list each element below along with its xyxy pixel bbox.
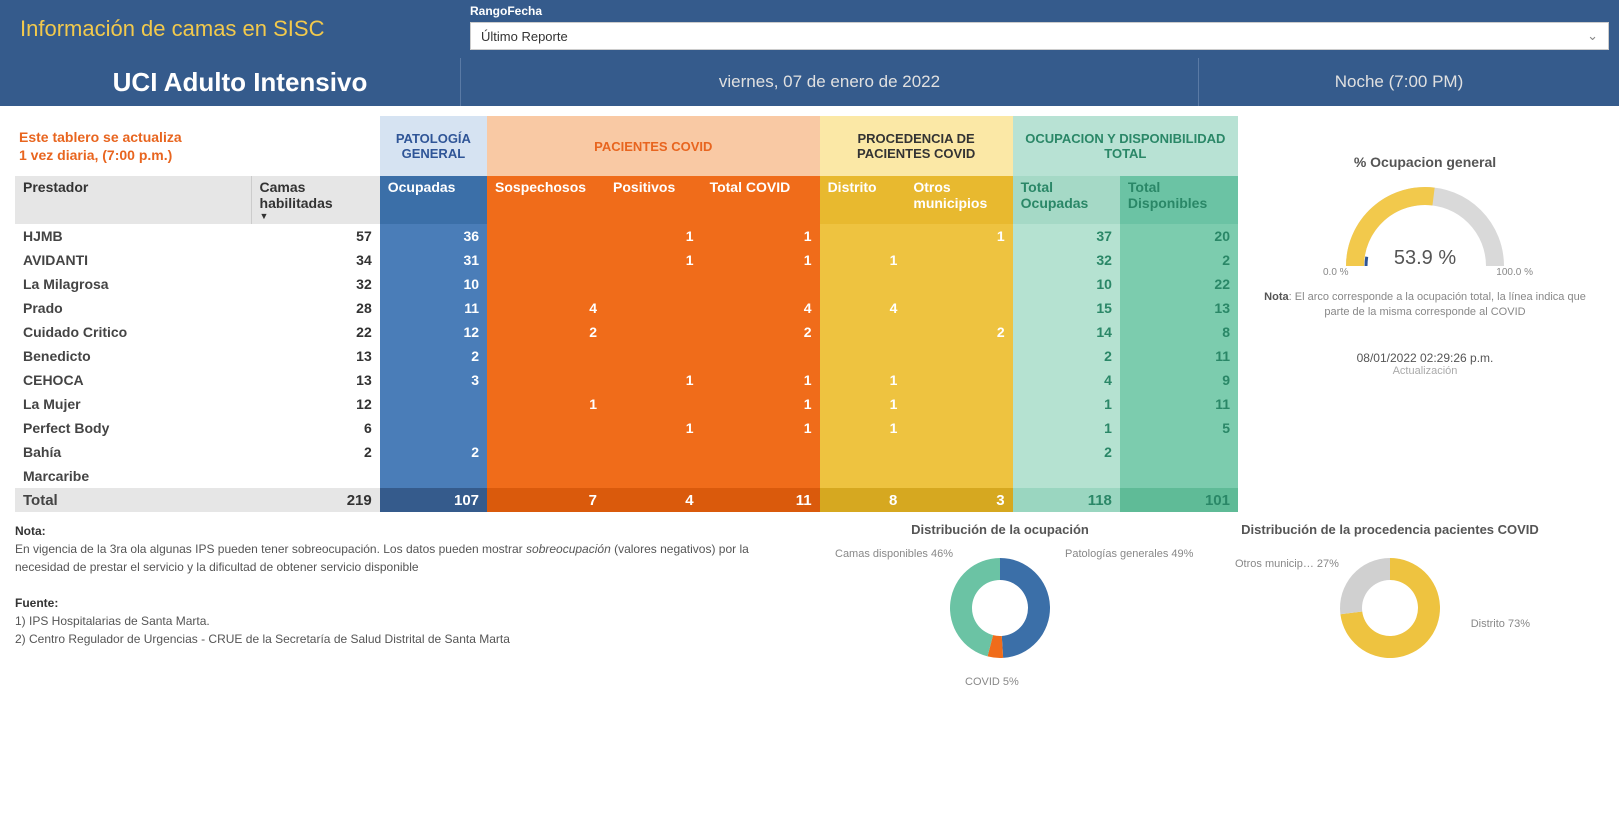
rango-label: RangoFecha xyxy=(470,4,1609,18)
col-otros[interactable]: Otros municipios xyxy=(905,176,1012,224)
total-row: Total 219 107 7 4 11 8 3 118 101 xyxy=(15,488,1238,512)
beds-table: Este tablero se actualiza1 vez diaria, (… xyxy=(15,116,1238,512)
table-row: Prado28114441513 xyxy=(15,296,1238,320)
col-total-ocupadas[interactable]: Total Ocupadas xyxy=(1013,176,1120,224)
table-row: La Mujer12111111 xyxy=(15,392,1238,416)
table-row: Bahía222 xyxy=(15,440,1238,464)
dropdown-value: Último Reporte xyxy=(481,29,568,44)
col-distrito[interactable]: Distrito xyxy=(820,176,906,224)
occupancy-gauge: 53.9 % 0.0 % 100.0 % xyxy=(1335,176,1515,276)
chevron-down-icon: ⌄ xyxy=(1587,28,1598,44)
table-row: CEHOCA13311149 xyxy=(15,368,1238,392)
report-time: Noche (7:00 PM) xyxy=(1199,72,1599,92)
donut-ocupacion: Distribución de la ocupación Camas dispo… xyxy=(815,522,1185,676)
table-row: Perfect Body611115 xyxy=(15,416,1238,440)
donut-procedencia: Distribución de la procedencia pacientes… xyxy=(1205,522,1575,676)
date-range-dropdown[interactable]: Último Reporte ⌄ xyxy=(470,22,1609,50)
report-date: viernes, 07 de enero de 2022 xyxy=(460,58,1199,106)
group-ocupacion: OCUPACION Y DISPONIBILIDAD TOTAL xyxy=(1013,116,1238,176)
col-total-covid[interactable]: Total COVID xyxy=(702,176,820,224)
top-right: RangoFecha Último Reporte ⌄ xyxy=(460,0,1619,58)
footnotes: Nota: En vigencia de la 3ra ola algunas … xyxy=(15,522,795,676)
update-note: Este tablero se actualiza1 vez diaria, (… xyxy=(17,122,249,170)
group-patologia: PATOLOGÍA GENERAL xyxy=(380,116,487,176)
col-prestador[interactable]: Prestador xyxy=(15,176,251,224)
table-row: Cuidado Critico2212222148 xyxy=(15,320,1238,344)
sub-bar: UCI Adulto Intensivo viernes, 07 de ener… xyxy=(0,58,1619,106)
col-sospechosos[interactable]: Sospechosos xyxy=(487,176,605,224)
table-row: La Milagrosa32101022 xyxy=(15,272,1238,296)
gauge-value: 53.9 % xyxy=(1335,247,1515,270)
info-title: Información de camas en SISC xyxy=(20,16,324,42)
table-row: Marcaribe xyxy=(15,464,1238,488)
gauge-min: 0.0 % xyxy=(1323,267,1349,278)
sort-desc-icon: ▼ xyxy=(260,211,372,221)
table-row: AVIDANTI3431111322 xyxy=(15,248,1238,272)
group-covid: PACIENTES COVID xyxy=(487,116,820,176)
col-total-disponibles[interactable]: Total Disponibles xyxy=(1120,176,1238,224)
page-title: UCI Adulto Intensivo xyxy=(20,67,460,98)
top-left: Información de camas en SISC xyxy=(0,0,460,58)
top-bar: Información de camas en SISC RangoFecha … xyxy=(0,0,1619,58)
last-update-label: Actualización xyxy=(1251,365,1599,377)
col-positivos[interactable]: Positivos xyxy=(605,176,702,224)
gauge-note: Nota: El arco corresponde a la ocupación… xyxy=(1261,290,1589,321)
gauge-max: 100.0 % xyxy=(1496,267,1533,278)
gauge-panel: % Ocupacion general 53.9 % 0.0 % 100.0 %… xyxy=(1246,116,1604,512)
last-update-time: 08/01/2022 02:29:26 p.m. xyxy=(1251,351,1599,365)
table-row: Benedicto132211 xyxy=(15,344,1238,368)
table-row: HJMB57361113720 xyxy=(15,224,1238,248)
col-ocupadas[interactable]: Ocupadas xyxy=(380,176,487,224)
col-camas[interactable]: Camas habilitadas▼ xyxy=(251,176,380,224)
group-procedencia: PROCEDENCIA DE PACIENTES COVID xyxy=(820,116,1013,176)
gauge-title: % Ocupacion general xyxy=(1251,154,1599,170)
